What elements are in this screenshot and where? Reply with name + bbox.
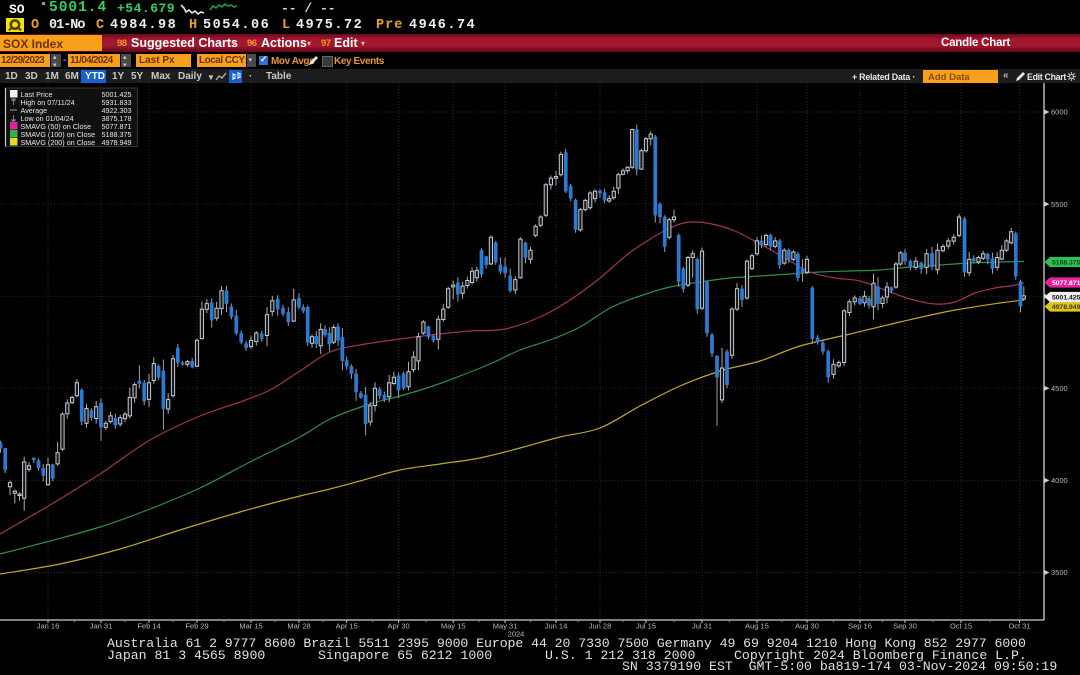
svg-text:5188.375: 5188.375 (102, 130, 132, 139)
svg-text:SMAVG (100) on Close: SMAVG (100) on Close (21, 130, 96, 139)
svg-text:Sep 16: Sep 16 (848, 622, 872, 631)
svg-text:Jul 15: Jul 15 (636, 622, 656, 631)
svg-text:Jan 16: Jan 16 (37, 622, 60, 631)
svg-text:SMAVG (200) on Close: SMAVG (200) on Close (21, 138, 96, 147)
svg-text:Oct 15: Oct 15 (950, 622, 972, 631)
svg-text:5077.871: 5077.871 (1052, 280, 1080, 287)
svg-text:3875.178: 3875.178 (102, 114, 132, 123)
svg-text:Aug 15: Aug 15 (745, 622, 769, 631)
svg-text:5001.425: 5001.425 (102, 90, 132, 99)
svg-text:Jun 14: Jun 14 (545, 622, 568, 631)
svg-text:4978.949: 4978.949 (1052, 304, 1080, 311)
svg-text:3500: 3500 (1051, 568, 1068, 577)
svg-text:Last Price: Last Price (21, 90, 53, 99)
svg-text:May 15: May 15 (441, 622, 466, 631)
svg-text:Jun 28: Jun 28 (589, 622, 612, 631)
svg-text:5001.425: 5001.425 (1052, 295, 1080, 302)
svg-text:4922.303: 4922.303 (102, 106, 132, 115)
svg-text:4000: 4000 (1051, 476, 1068, 485)
svg-text:May 31: May 31 (493, 622, 518, 631)
svg-text:4500: 4500 (1051, 384, 1068, 393)
svg-text:Feb 14: Feb 14 (137, 622, 160, 631)
svg-text:4978.949: 4978.949 (102, 138, 132, 147)
svg-text:Aug 30: Aug 30 (795, 622, 819, 631)
svg-text:Sep 30: Sep 30 (893, 622, 917, 631)
svg-text:Apr 30: Apr 30 (388, 622, 410, 631)
svg-text:5077.871: 5077.871 (102, 122, 132, 131)
svg-text:High on 07/11/24: High on 07/11/24 (21, 98, 75, 107)
svg-text:Jan 31: Jan 31 (90, 622, 113, 631)
svg-text:Average: Average (21, 106, 48, 115)
svg-text:Feb 29: Feb 29 (185, 622, 208, 631)
svg-text:5500: 5500 (1051, 200, 1068, 209)
svg-text:6000: 6000 (1051, 108, 1068, 117)
svg-text:Oct 31: Oct 31 (1008, 622, 1030, 631)
svg-text:Mar 15: Mar 15 (239, 622, 262, 631)
svg-text:Apr 15: Apr 15 (336, 622, 358, 631)
svg-text:5931.833: 5931.833 (102, 98, 132, 107)
svg-text:2024: 2024 (508, 630, 525, 639)
svg-text:Jul 31: Jul 31 (692, 622, 712, 631)
svg-text:5188.375: 5188.375 (1052, 260, 1080, 267)
svg-text:SMAVG (50) on Close: SMAVG (50) on Close (21, 122, 92, 131)
svg-text:Mar 28: Mar 28 (287, 622, 310, 631)
svg-text:Low on 01/04/24: Low on 01/04/24 (21, 114, 74, 123)
